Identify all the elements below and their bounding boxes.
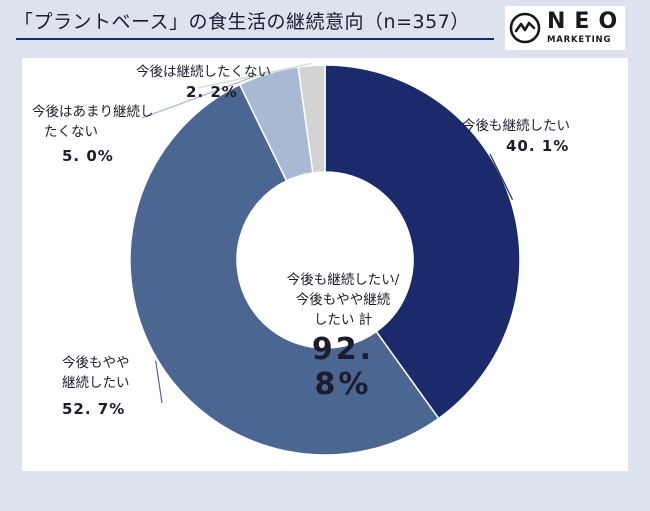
center-caption-line-2: 今後もやや継続 (295, 292, 391, 308)
leader-continue (489, 153, 514, 200)
label-not-much-value: 5. 0% (62, 147, 114, 165)
label-somewhat-continue: 今後もやや 継続したい 52. 7% (62, 353, 130, 420)
label-not-much-name-2: たくない (44, 124, 98, 140)
label-not-continue: 今後は継続したくない 2. 2% (136, 62, 271, 103)
label-continue-value: 40. 1% (506, 137, 570, 155)
center-caption-line-3: したい 計 (313, 312, 373, 328)
slice-continue (324, 64, 521, 420)
chart-panel: 今後も継続したい 40. 1% 今後もやや 継続したい 52. 7% 今後はあま… (22, 58, 628, 471)
label-not-much: 今後はあまり継続し たくない 5. 0% (32, 102, 154, 167)
donut-chart (129, 62, 521, 456)
label-continue-name: 今後も継続したい (462, 118, 570, 134)
label-somewhat-continue-name-2: 継続したい (62, 375, 130, 391)
label-somewhat-continue-name-1: 今後もやや (62, 355, 130, 371)
slice-not-continue (297, 64, 326, 174)
center-caption-line-1: 今後も継続したい/ (286, 272, 400, 288)
logo-trend-icon (509, 12, 541, 44)
leader-somewhat-continue (155, 360, 163, 404)
slice-somewhat-continue (129, 83, 440, 456)
donut-center-text: 今後も継続したい/ 今後もやや継続 したい 計 92. 8% (278, 270, 408, 402)
leader-not-continue (197, 62, 312, 89)
label-not-much-name-1: 今後はあまり継続し (32, 104, 154, 120)
label-not-continue-name: 今後は継続したくない (136, 64, 271, 80)
logo-subtext: MARKETING (547, 35, 612, 45)
logo-wordmark: NEO (547, 9, 627, 34)
chart-title: 「プラントベース」の食生活の継続意向（n=357） (14, 11, 470, 33)
label-not-continue-value: 2. 2% (186, 83, 238, 101)
leader-not-much (141, 70, 268, 119)
neo-marketing-logo: NEO MARKETING (505, 6, 625, 50)
title-underline (16, 38, 494, 40)
center-total-value: 92. 8% (311, 332, 375, 402)
header: 「プラントベース」の食生活の継続意向（n=357） NEO MARKETING (0, 0, 650, 55)
label-somewhat-continue-value: 52. 7% (62, 400, 126, 418)
label-continue: 今後も継続したい 40. 1% (462, 116, 570, 157)
